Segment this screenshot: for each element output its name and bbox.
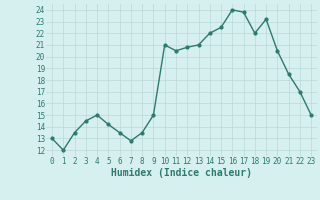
- X-axis label: Humidex (Indice chaleur): Humidex (Indice chaleur): [111, 168, 252, 178]
